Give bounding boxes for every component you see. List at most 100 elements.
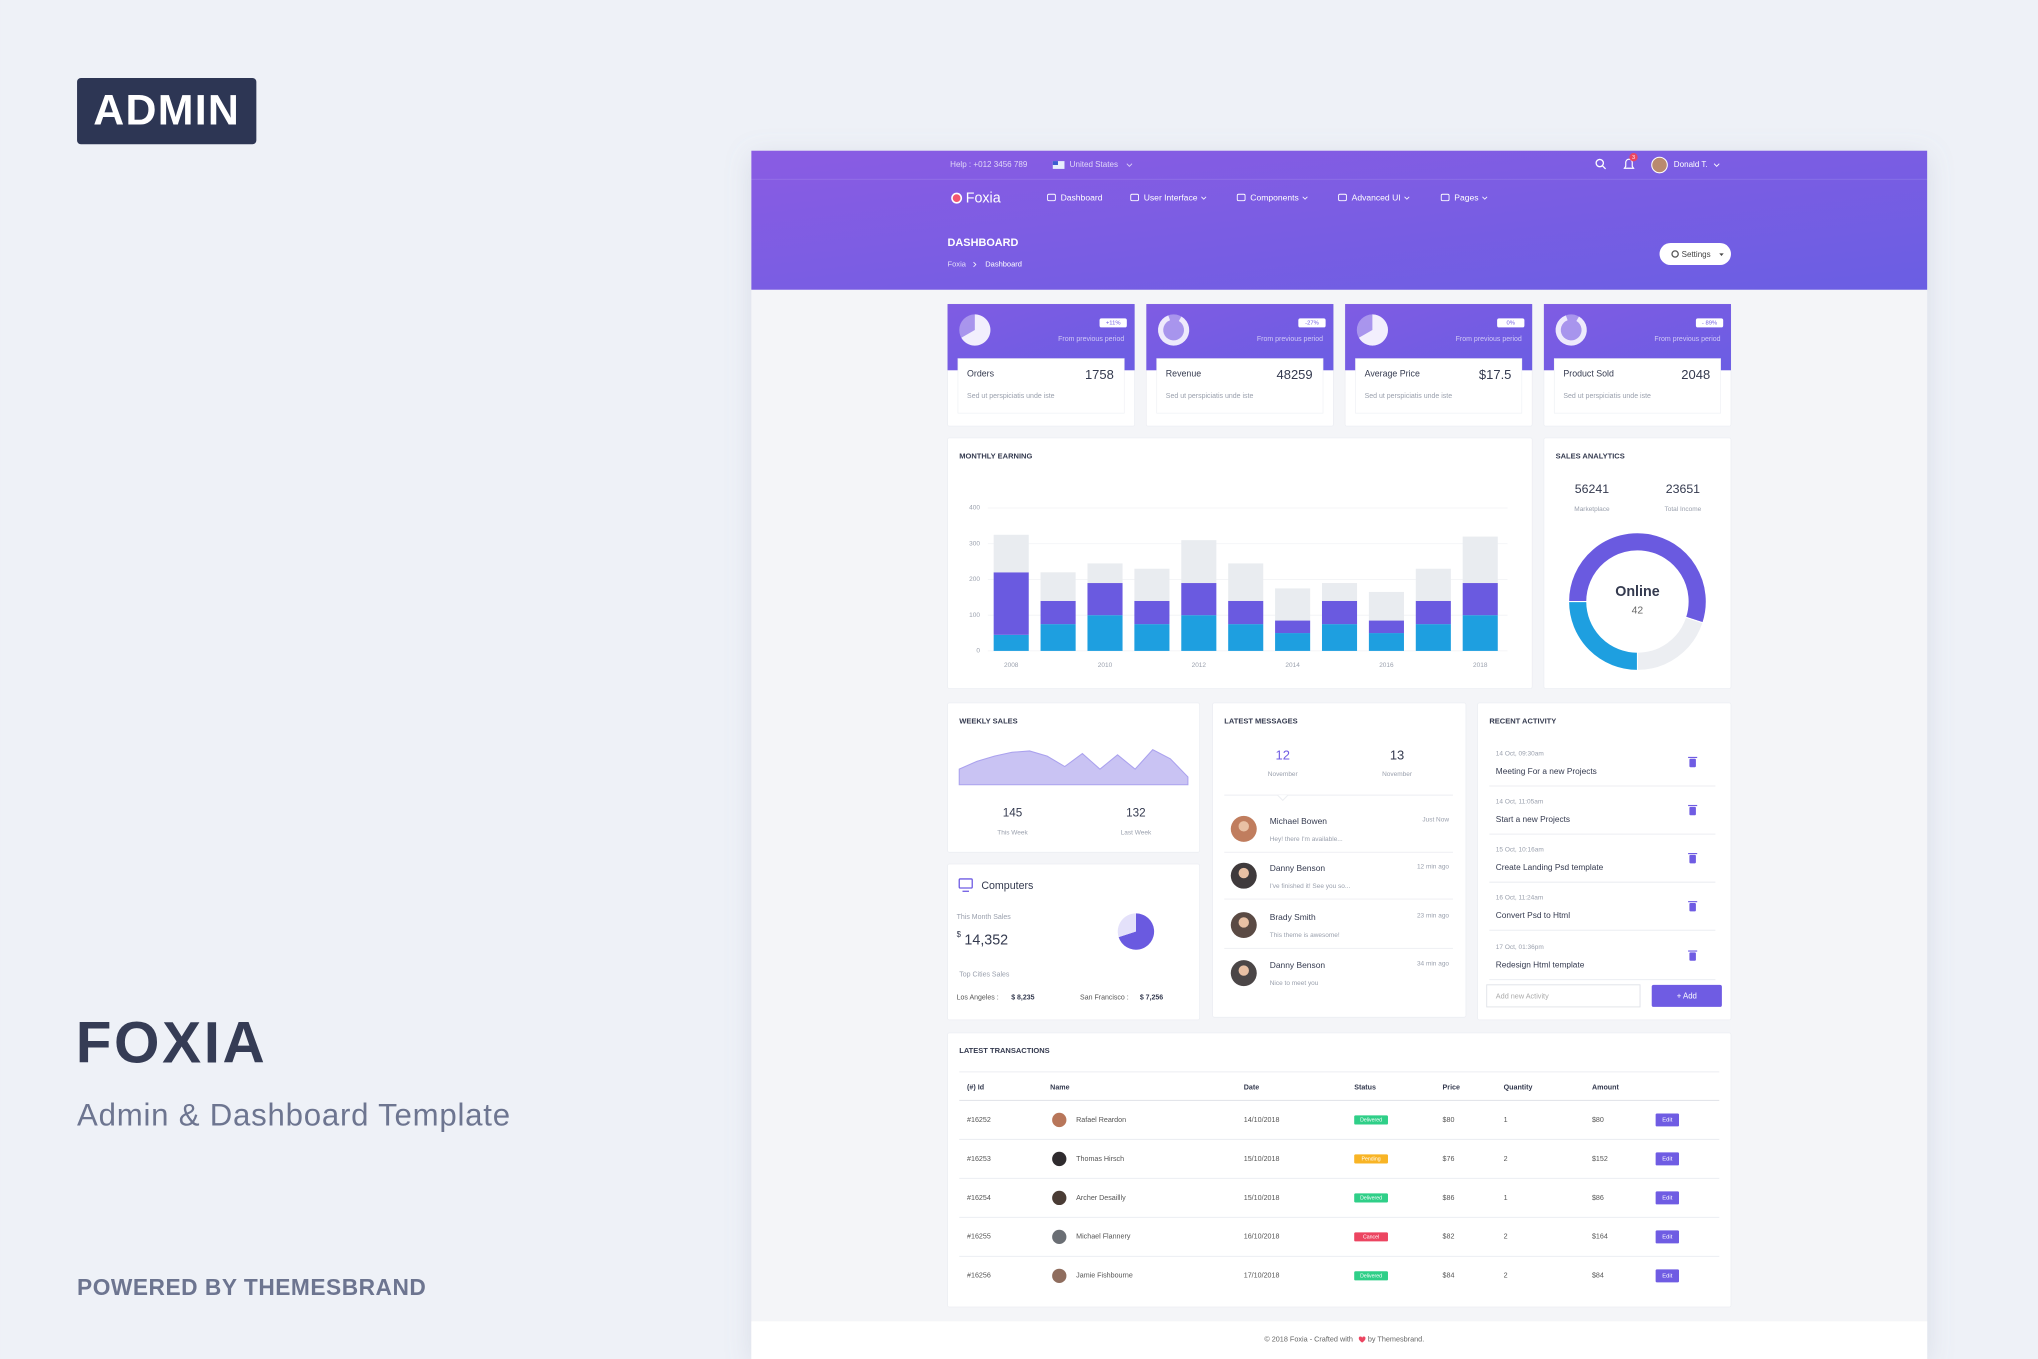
- stat-box: [1553, 358, 1721, 414]
- status-pill: [1354, 1115, 1388, 1125]
- stat-icon-ring: [1555, 315, 1587, 346]
- activity-time: 16 Oct, 11:24am: [1496, 894, 1543, 901]
- stat-note: From previous period: [1058, 336, 1124, 343]
- stat-box: [1355, 358, 1523, 414]
- message-time: 12 min ago: [1417, 863, 1449, 870]
- analytics-label: Total Income: [1665, 506, 1702, 513]
- activity-input[interactable]: [1486, 984, 1641, 1008]
- stat-note: From previous period: [1456, 336, 1522, 343]
- edit-button[interactable]: [1655, 1191, 1680, 1205]
- bar-segment: [1228, 563, 1264, 601]
- cell: $80: [1443, 1116, 1455, 1124]
- card-title: SALES ANALYTICS: [1556, 452, 1625, 461]
- edit-button[interactable]: [1655, 1113, 1680, 1127]
- card-title: WEEKLY SALES: [959, 717, 1017, 726]
- gear-icon: [1671, 250, 1679, 258]
- stat-label: Orders: [967, 369, 995, 379]
- nav-item[interactable]: Pages: [1454, 192, 1478, 202]
- input-placeholder: Add new Activity: [1496, 991, 1549, 1000]
- cell: Archer Desaillly: [1076, 1194, 1126, 1202]
- bar-segment: [993, 534, 1029, 573]
- trash-icon[interactable]: [1689, 854, 1696, 864]
- bar-segment: [1134, 624, 1170, 651]
- edit-button[interactable]: [1655, 1230, 1680, 1244]
- trash-icon[interactable]: [1689, 902, 1696, 912]
- cell: $76: [1443, 1155, 1455, 1163]
- stat-badge-text: -27%: [1305, 321, 1319, 327]
- footer-text: by Themesbrand.: [1368, 1334, 1424, 1343]
- brand-logo: [951, 192, 963, 204]
- search-icon[interactable]: [1595, 158, 1605, 168]
- bar-segment: [993, 634, 1029, 651]
- nav-icon: [1130, 193, 1139, 202]
- stat-badge: [1099, 318, 1127, 328]
- powered-by: POWERED BY THEMESBRAND: [77, 1274, 426, 1300]
- y-tick-label: 400: [969, 505, 980, 512]
- date-month: November: [1268, 771, 1299, 778]
- trash-icon[interactable]: [1689, 952, 1696, 961]
- cell: 2: [1504, 1272, 1508, 1280]
- settings-button[interactable]: [1659, 242, 1731, 266]
- currency: $: [957, 930, 962, 939]
- activity-text: Create Landing Psd template: [1496, 862, 1604, 872]
- nav-item[interactable]: Dashboard: [1061, 192, 1103, 202]
- status-label: Cancel: [1363, 1235, 1379, 1241]
- cell: Michael Flannery: [1076, 1233, 1131, 1241]
- bar-segment: [1087, 615, 1123, 651]
- user-name[interactable]: Donald T.: [1674, 160, 1708, 169]
- pie-slice: [1117, 913, 1136, 938]
- promo-subtitle: Admin & Dashboard Template: [77, 1098, 511, 1133]
- nav-item[interactable]: User Interface: [1144, 192, 1198, 202]
- stat-note: From previous period: [1257, 336, 1323, 343]
- bar-segment: [1040, 624, 1076, 651]
- edit-button[interactable]: [1655, 1269, 1680, 1283]
- country[interactable]: United States: [1070, 160, 1118, 169]
- bell-icon[interactable]: [1623, 158, 1635, 169]
- message-name: Michael Bowen: [1270, 816, 1328, 826]
- bar-segment: [1134, 568, 1170, 601]
- stat-desc: Sed ut perspiciatis unde iste: [1563, 393, 1651, 400]
- breadcrumb[interactable]: Foxia: [948, 259, 967, 268]
- message-text: Nice to meet you: [1270, 980, 1319, 987]
- breadcrumb: Dashboard: [985, 259, 1022, 268]
- stat-label: Average Price: [1365, 369, 1420, 379]
- nav-icon: [1236, 193, 1246, 202]
- trash-icon[interactable]: [1689, 758, 1696, 768]
- cell: #16252: [967, 1116, 991, 1124]
- nav-item[interactable]: Components: [1250, 192, 1299, 202]
- analytics-value: 56241: [1575, 482, 1609, 496]
- avatar-face: [1238, 965, 1249, 976]
- date-day: 12: [1276, 748, 1290, 763]
- cities-title: Top Cities Sales: [959, 971, 1010, 978]
- edit-button[interactable]: [1655, 1152, 1680, 1166]
- cell: $84: [1443, 1272, 1455, 1280]
- stat-note: From previous period: [1654, 336, 1720, 343]
- chevron: [1404, 196, 1410, 200]
- cell: 16/10/2018: [1244, 1233, 1280, 1241]
- bar-segment: [1275, 620, 1311, 634]
- card: [947, 863, 1200, 1021]
- status-label: Pending: [1362, 1157, 1381, 1163]
- cell: 1: [1504, 1116, 1508, 1124]
- message-name: Danny Benson: [1270, 863, 1326, 873]
- cell: $84: [1592, 1272, 1604, 1280]
- cell: $80: [1592, 1116, 1604, 1124]
- trash-icon[interactable]: [1689, 806, 1696, 816]
- nav-item[interactable]: Advanced UI: [1352, 192, 1401, 202]
- column-header: Name: [1050, 1083, 1069, 1091]
- column-header: Amount: [1592, 1083, 1620, 1091]
- bar-segment: [1462, 536, 1498, 584]
- date-day: 13: [1390, 748, 1404, 763]
- nav-icon: [1440, 193, 1450, 202]
- cell: $164: [1592, 1233, 1608, 1241]
- stat-box: [957, 358, 1125, 414]
- message-text: I've finished it! See you so...: [1270, 883, 1351, 890]
- add-button[interactable]: [1651, 984, 1722, 1007]
- avatar-face: [1238, 821, 1249, 832]
- activity-time: 17 Oct, 01:36pm: [1496, 944, 1544, 951]
- avatar: [1052, 1268, 1067, 1283]
- avatar: [1052, 1229, 1067, 1245]
- message-name: Brady Smith: [1270, 912, 1316, 922]
- user-avatar[interactable]: [1651, 156, 1668, 174]
